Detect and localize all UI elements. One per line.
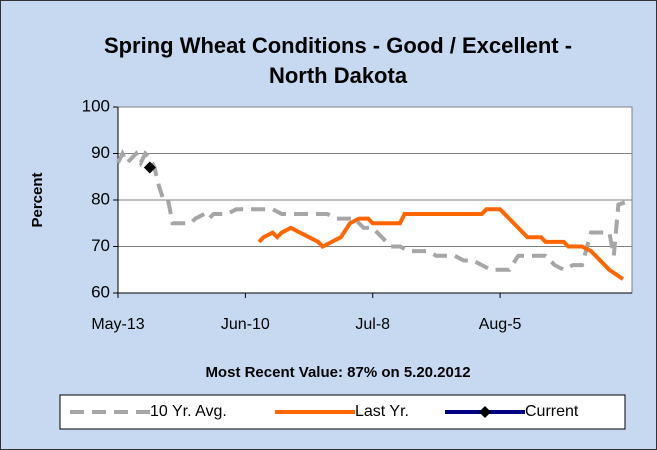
y-tick-label: 80	[91, 189, 110, 208]
x-tick-label: Jul-8	[355, 316, 390, 333]
chart-title: North Dakota	[269, 63, 408, 88]
y-tick-label: 60	[91, 282, 110, 301]
x-tick-label: Jun-10	[221, 316, 270, 333]
legend-label: Current	[525, 403, 579, 420]
y-tick-label: 90	[91, 143, 110, 162]
legend-label: Last Yr.	[355, 403, 409, 420]
x-tick-label: Aug-5	[479, 316, 522, 333]
annotation: Most Recent Value: 87% on 5.20.2012	[205, 364, 470, 381]
x-tick-label: May-13	[91, 316, 144, 333]
y-tick-label: 70	[91, 236, 110, 255]
current-marker	[143, 161, 156, 174]
chart-title: Spring Wheat Conditions - Good / Excelle…	[104, 33, 572, 58]
legend-label: 10 Yr. Avg.	[150, 403, 227, 420]
y-axis-label: Percent	[29, 172, 46, 227]
legend-marker	[479, 406, 491, 418]
series-line	[257, 207, 625, 281]
y-tick-label: 100	[82, 96, 110, 115]
